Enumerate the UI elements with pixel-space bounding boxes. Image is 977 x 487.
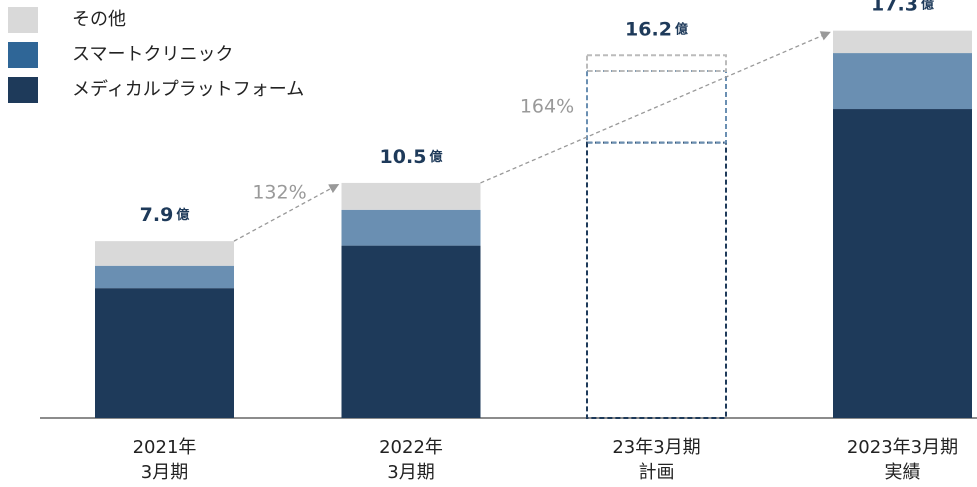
bar-segment [833, 109, 972, 419]
bar-segment [341, 245, 481, 418]
x-tick-label: 2021年 [133, 437, 197, 458]
legend-swatch [8, 42, 38, 68]
legend-label: メディカルプラットフォーム [72, 79, 304, 100]
legend-swatch [8, 7, 38, 33]
bar-segment [833, 30, 972, 54]
total-value: 7.9 [140, 204, 174, 226]
total-label: 16.2 億 [625, 18, 688, 40]
bar-segment [586, 69, 727, 144]
bar-segment [95, 288, 234, 418]
bar-segment [586, 54, 727, 72]
x-tick-label: 計画 [639, 462, 675, 483]
x-tick-label: 3月期 [387, 462, 434, 483]
total-unit: 億 [429, 148, 442, 164]
total-value: 16.2 [625, 18, 672, 40]
growth-arrow [233, 183, 340, 242]
bar-segment [95, 241, 234, 266]
total-label: 7.9 億 [140, 204, 190, 226]
total-unit: 億 [176, 207, 189, 223]
total-value: 17.3 [871, 0, 918, 15]
legend-label: その他 [72, 9, 126, 30]
bar-segment [341, 209, 481, 246]
total-unit: 億 [921, 0, 934, 12]
x-tick-label: 実績 [885, 462, 921, 483]
x-tick-label: 3月期 [141, 462, 188, 483]
total-label: 17.3 億 [871, 0, 934, 15]
bar-segment [341, 182, 481, 210]
growth-label: 132% [252, 181, 306, 203]
bar-segment [95, 265, 234, 289]
total-label: 10.5 億 [380, 145, 443, 167]
x-tick-label: 23年3月期 [612, 437, 700, 458]
legend-swatch [8, 77, 38, 103]
total-value: 10.5 [380, 145, 427, 167]
total-unit: 億 [675, 21, 688, 37]
legend-label: スマートクリニック [72, 44, 233, 65]
x-tick-label: 2022年 [379, 437, 443, 458]
bar-segment [586, 141, 727, 419]
bar-segment [833, 53, 972, 110]
growth-arrow [480, 31, 831, 184]
growth-label: 164% [520, 96, 574, 118]
x-tick-label: 2023年3月期 [847, 437, 958, 458]
